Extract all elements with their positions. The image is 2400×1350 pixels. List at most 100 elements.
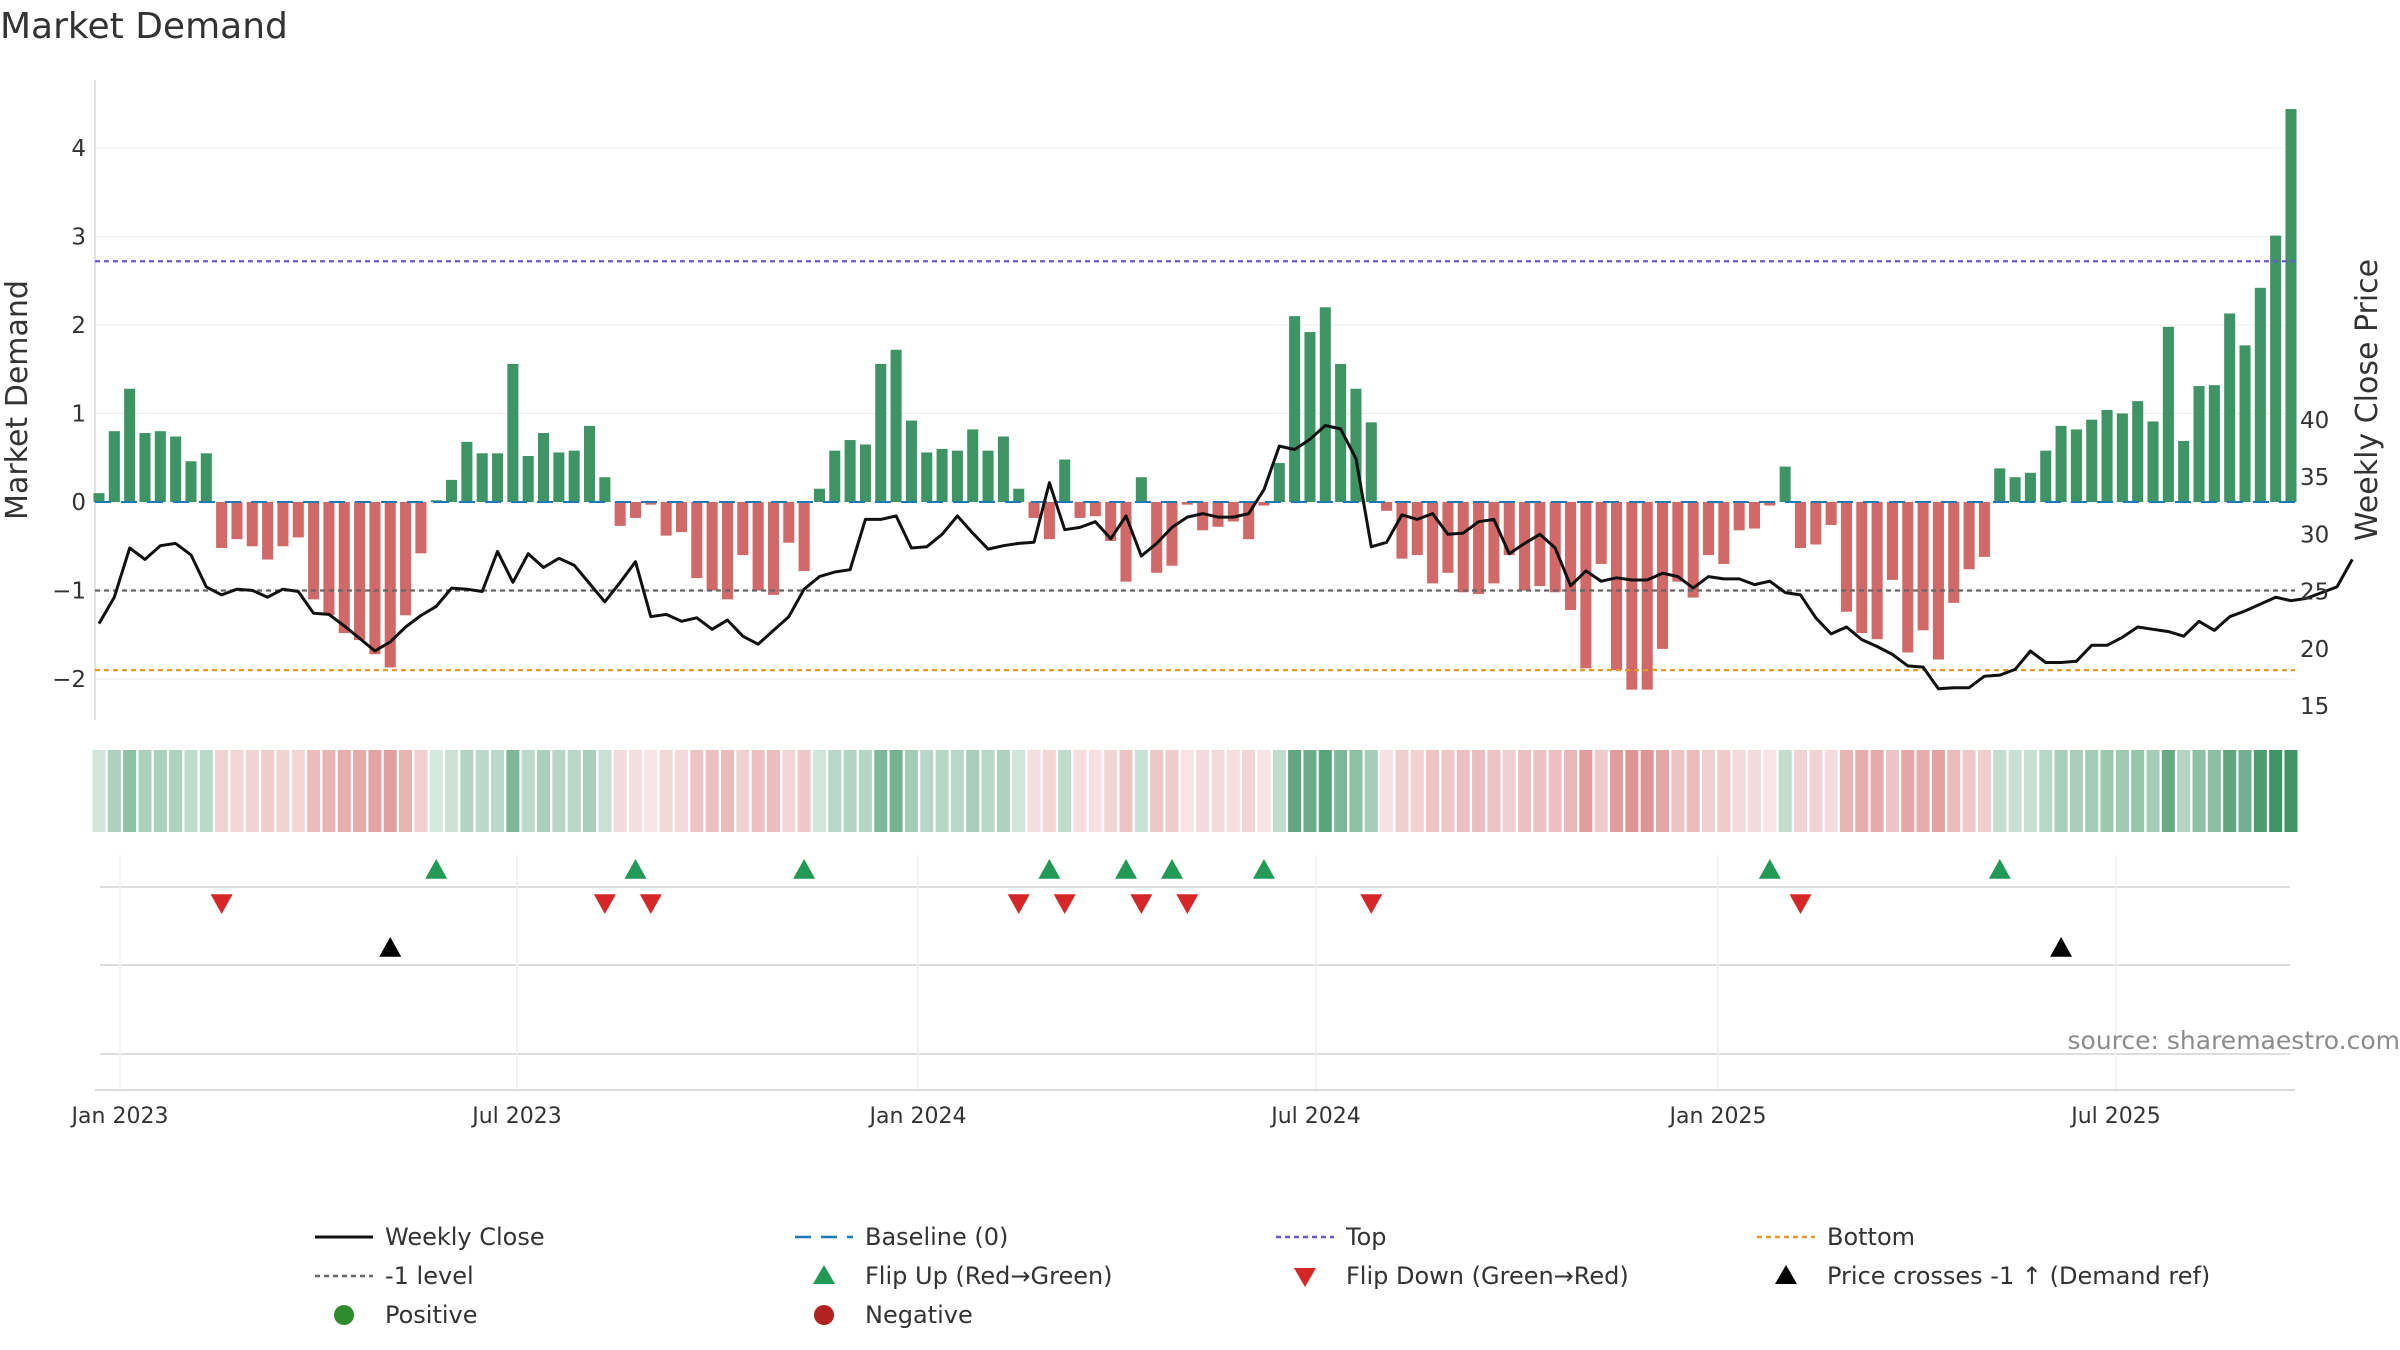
demand-bar <box>905 420 917 502</box>
heat-cell <box>230 750 244 832</box>
grid <box>95 147 2295 680</box>
heat-cell <box>414 750 428 832</box>
demand-bar <box>185 461 197 502</box>
demand-bar <box>675 502 688 533</box>
demand-bar <box>308 502 320 600</box>
heat-cell <box>184 750 198 832</box>
heat-cell <box>2023 750 2037 832</box>
heat-cell <box>904 750 918 832</box>
demand-bar <box>1304 332 1316 502</box>
demand-bar <box>93 493 105 502</box>
heat-cell <box>537 750 551 832</box>
heat-cell <box>843 750 857 832</box>
demand-bar <box>1043 502 1055 540</box>
heat-cell <box>1763 750 1777 832</box>
heat-cell <box>1441 750 1455 832</box>
demand-bar <box>783 502 795 543</box>
demand-bar <box>1135 477 1147 502</box>
heat-strip <box>92 750 2298 832</box>
demand-bar <box>476 453 488 502</box>
demand-bar <box>231 502 243 540</box>
demand-bar <box>1396 502 1408 559</box>
demand-bar <box>951 450 963 502</box>
heat-cell <box>1640 750 1654 832</box>
heat-cell <box>2207 750 2221 832</box>
heat-cell <box>1088 750 1102 832</box>
heat-cell <box>1656 750 1670 832</box>
heat-cell <box>1426 750 1440 832</box>
demand-bar <box>1319 307 1331 502</box>
demand-bar <box>2285 109 2297 502</box>
x-tick: Jul 2024 <box>1269 1104 1361 1129</box>
demand-bar <box>2254 287 2266 502</box>
demand-bar <box>1932 502 1944 660</box>
heat-cell <box>2131 750 2145 832</box>
heat-cell <box>1793 750 1807 832</box>
demand-bar <box>1534 502 1546 587</box>
demand-bar <box>1181 502 1193 505</box>
demand-bar <box>1856 502 1868 633</box>
demand-bar <box>1733 502 1745 531</box>
heat-cell <box>996 750 1010 832</box>
heat-cell <box>1809 750 1823 832</box>
demand-bar <box>767 502 779 595</box>
demand-bar <box>154 431 166 502</box>
heat-cell <box>506 750 520 832</box>
demand-bar <box>1810 502 1822 545</box>
demand-bar <box>277 502 289 547</box>
demand-bar <box>1840 502 1852 612</box>
source-label: source: sharemaestro.com <box>2068 1026 2400 1055</box>
heat-cell <box>2238 750 2252 832</box>
legend-symbol-flip-up <box>813 1265 835 1284</box>
demand-bar <box>2193 386 2205 502</box>
demand-bar <box>1365 422 1377 502</box>
demand-bar <box>170 436 182 502</box>
demand-bar <box>1427 502 1439 584</box>
y-tick-left: 4 <box>71 136 86 162</box>
flip-down-marker <box>1130 894 1153 914</box>
demand-bar <box>1963 502 1975 570</box>
heat-cell <box>1564 750 1578 832</box>
legend-label: Baseline (0) <box>865 1223 1008 1251</box>
demand-bar <box>890 349 902 502</box>
heat-cell <box>751 750 765 832</box>
heat-cell <box>521 750 535 832</box>
heat-cell <box>1977 750 1991 832</box>
heat-cell <box>2253 750 2267 832</box>
flip-up-marker <box>1988 859 2011 879</box>
heat-cell <box>291 750 305 832</box>
legend-label: Bottom <box>1827 1223 1915 1251</box>
demand-bar <box>660 502 672 536</box>
flip-up-marker <box>624 859 647 879</box>
heat-cell <box>583 750 597 832</box>
heat-cell <box>1027 750 1041 832</box>
x-tick: Jan 2024 <box>868 1104 967 1129</box>
flip-up-marker <box>1252 859 1275 879</box>
heat-cell <box>966 750 980 832</box>
legend-symbol-negative <box>814 1305 834 1325</box>
demand-bar <box>507 363 519 502</box>
legend-symbol-positive <box>334 1305 354 1325</box>
heat-cell <box>1885 750 1899 832</box>
heat-cell <box>1855 750 1869 832</box>
demand-bar <box>936 448 948 502</box>
heat-cell <box>1870 750 1884 832</box>
flip-up-marker <box>793 859 816 879</box>
demand-bar <box>2239 345 2251 502</box>
y-axis-left-label: Market Demand <box>0 280 35 520</box>
heat-cell <box>2069 750 2083 832</box>
x-tick: Jan 2023 <box>70 1104 169 1129</box>
legend-label: Negative <box>865 1301 973 1329</box>
demand-bar <box>829 450 841 502</box>
demand-bar <box>2009 477 2021 502</box>
demand-bar <box>292 502 304 538</box>
heat-cell <box>399 750 413 832</box>
heat-cell <box>1058 750 1072 832</box>
legend-label: Weekly Close <box>385 1223 545 1251</box>
demand-bar <box>583 425 596 502</box>
y-tick-left: 0 <box>71 490 86 516</box>
demand-bar <box>1120 502 1132 582</box>
demand-bar <box>1381 502 1393 511</box>
heat-cell <box>628 750 643 832</box>
